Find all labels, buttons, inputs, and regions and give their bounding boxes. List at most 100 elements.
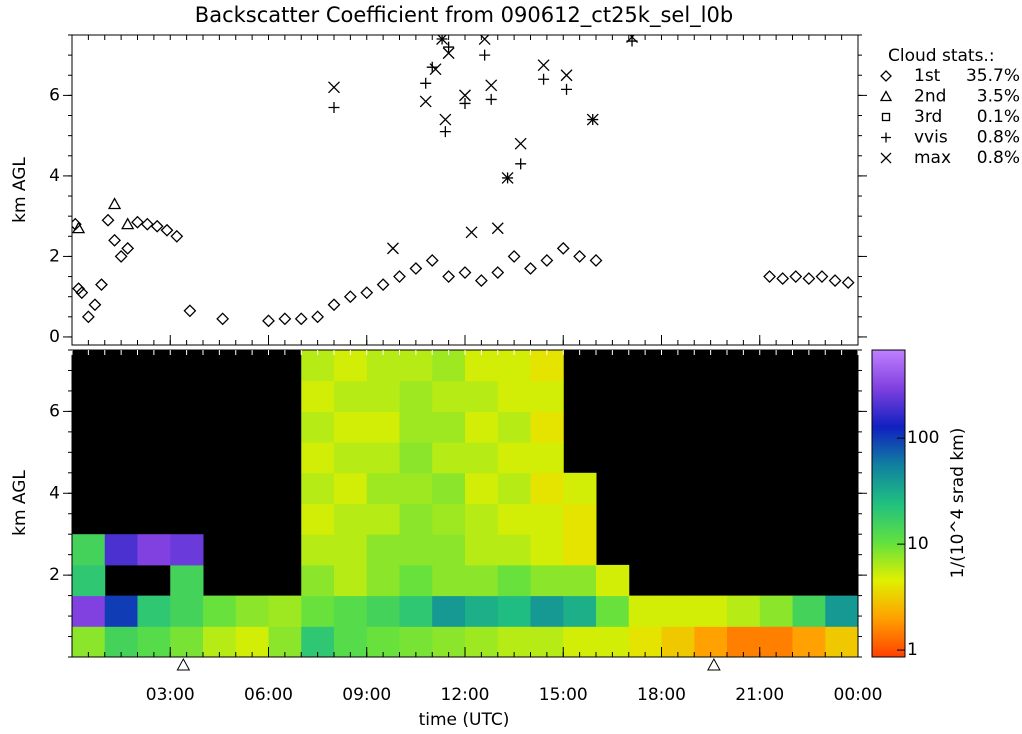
colorbar-label: 1/(10^4 srad km) xyxy=(948,428,968,579)
scatter-point xyxy=(626,35,638,43)
heatmap-cell xyxy=(596,595,630,627)
scatter-point xyxy=(327,298,341,312)
y-axis-label: km AGL xyxy=(10,470,30,536)
heatmap-cell xyxy=(72,564,106,597)
heatmap-cell xyxy=(366,442,400,474)
heatmap-cell xyxy=(334,472,368,504)
scatter-point xyxy=(183,304,197,318)
heatmap-cell xyxy=(104,595,138,627)
scatter-point xyxy=(459,89,471,102)
scatter-point xyxy=(763,270,776,283)
scatter-point xyxy=(485,79,498,92)
scatter-point xyxy=(121,241,135,255)
scatter-point xyxy=(459,97,471,109)
heatmap-cell xyxy=(366,534,400,566)
legend-value: 35.7% xyxy=(966,66,1020,86)
scatter-point xyxy=(81,310,95,324)
heatmap-cell xyxy=(530,472,564,504)
heatmap-cell xyxy=(366,595,400,627)
colorbar-tick-label: 10 xyxy=(907,534,929,554)
legend-label: vvis xyxy=(914,128,948,148)
legend-title: Cloud stats.: xyxy=(888,46,995,66)
colorbar xyxy=(871,349,906,658)
scatter-point xyxy=(443,41,455,53)
heatmap-cell xyxy=(104,534,138,566)
heatmap-cell xyxy=(530,350,564,382)
heatmap-cell xyxy=(366,411,400,443)
scatter-point xyxy=(537,59,550,72)
scatter-point xyxy=(439,113,452,126)
scatter-point xyxy=(442,47,455,60)
scatter-point xyxy=(501,171,514,184)
scatter-point xyxy=(294,312,308,326)
heatmap-cell xyxy=(530,534,564,566)
heatmap-cell xyxy=(432,350,466,382)
x-tick-label: 09:00 xyxy=(342,685,391,705)
heatmap-cell xyxy=(334,380,368,412)
legend-label: 2nd xyxy=(914,87,946,107)
heatmap-cell xyxy=(596,564,630,597)
scatter-point xyxy=(95,278,108,292)
x-tick-label: 15:00 xyxy=(539,685,588,705)
scatter-point xyxy=(491,222,504,235)
heatmap-cell xyxy=(170,564,204,597)
heatmap-cell xyxy=(530,442,564,474)
heatmap-cell xyxy=(563,472,597,504)
scatter-point xyxy=(72,221,86,234)
heatmap-cell xyxy=(203,595,237,627)
heatmap-cell xyxy=(432,442,466,474)
x-tick-label: 06:00 xyxy=(244,685,293,705)
bottom-marker xyxy=(176,657,191,671)
heatmap-cell xyxy=(334,350,368,382)
scatter-point xyxy=(311,310,325,324)
x-tick-label: 12:00 xyxy=(441,685,490,705)
heatmap-cell xyxy=(530,380,564,412)
heatmap-cell xyxy=(399,564,433,597)
heatmap-cell xyxy=(399,595,433,627)
heatmap-cell xyxy=(334,595,368,627)
heatmap-cell xyxy=(727,595,761,627)
legend-symbol xyxy=(880,70,892,82)
scatter-point xyxy=(802,272,816,285)
heatmap-cell xyxy=(694,595,728,627)
heatmap-cell xyxy=(563,564,597,597)
y-tick-label: 2 xyxy=(49,565,60,585)
scatter-point xyxy=(101,213,115,227)
heatmap-cell xyxy=(497,564,531,597)
heatmap-cell xyxy=(334,411,368,443)
heatmap-cell xyxy=(334,442,368,474)
heatmap-cell xyxy=(399,350,433,382)
scatter-point xyxy=(573,250,587,263)
scatter-point xyxy=(540,254,554,267)
scatter-layer xyxy=(72,35,855,328)
heatmap-cell xyxy=(399,534,433,566)
heatmap-cell xyxy=(399,442,433,474)
heatmap-cell xyxy=(432,472,466,504)
legend-label: 3rd xyxy=(914,107,942,127)
scatter-point xyxy=(360,286,374,300)
legend-value: 0.8% xyxy=(977,128,1020,148)
heatmap-cell xyxy=(301,564,335,597)
scatter-point xyxy=(561,83,573,95)
scatter-point xyxy=(131,215,144,229)
scatter-point xyxy=(815,270,829,283)
heatmap-cell xyxy=(465,564,499,597)
scatter-point xyxy=(393,270,406,283)
x-axis-label: time (UTC) xyxy=(419,710,510,730)
heatmap-cell xyxy=(497,442,531,474)
heatmap-cell xyxy=(301,350,335,382)
scatter-point xyxy=(458,266,472,279)
scatter-point xyxy=(278,312,292,326)
y-tick-label: 4 xyxy=(49,166,60,186)
scatter-point xyxy=(515,158,527,170)
heatmap-cell xyxy=(334,534,368,566)
scatter-point xyxy=(789,270,803,283)
scatter-point xyxy=(776,272,790,285)
scatter-point xyxy=(160,223,174,237)
heatmap-cell xyxy=(497,595,531,627)
heatmap-cell xyxy=(301,534,335,566)
scatter-point xyxy=(262,314,275,328)
heatmap-cell xyxy=(530,503,564,535)
scatter-point xyxy=(108,233,121,247)
legend-value: 3.5% xyxy=(977,87,1020,107)
